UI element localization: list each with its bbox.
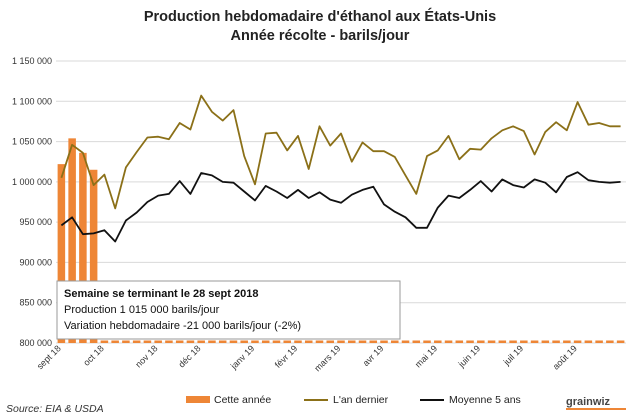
bar-this-year-empty	[520, 340, 528, 343]
bar-this-year-empty	[304, 340, 313, 343]
bar-this-year	[57, 164, 66, 343]
bar-this-year-empty	[337, 340, 345, 343]
bar-this-year-empty	[380, 340, 388, 343]
bar-this-year-empty	[509, 340, 517, 343]
legend-swatch-this-year	[186, 396, 210, 403]
bar-this-year-empty	[616, 340, 625, 343]
bar-this-year-empty	[111, 340, 119, 343]
bar-this-year-empty	[391, 340, 399, 343]
bar-this-year-empty	[434, 340, 442, 343]
bar-this-year-empty	[208, 340, 216, 343]
bar-this-year-empty	[143, 340, 152, 343]
x-tick-label: nov 18	[133, 343, 159, 369]
bar-this-year-empty	[498, 340, 507, 343]
bar-this-year	[89, 169, 98, 343]
y-axis-ticks: 800 000 850 000 900 000 950 000 1 000 000 1 0…	[12, 56, 52, 348]
bar-this-year-empty	[573, 340, 582, 343]
bars-this-year	[57, 138, 625, 343]
bar-this-year-empty	[595, 340, 603, 343]
y-tick-label: 1 050 000	[12, 137, 52, 147]
bar-this-year-empty	[294, 340, 302, 343]
x-tick-label: avr 19	[361, 343, 386, 368]
x-tick-label: déc 18	[176, 343, 202, 369]
x-tick-label: juil 19	[501, 343, 525, 367]
annotation-box: Semaine se terminant le 28 sept 2018 Pro…	[56, 280, 401, 340]
bar-this-year-empty	[552, 340, 560, 343]
x-tick-label: janv 19	[228, 343, 256, 371]
y-tick-label: 1 100 000	[12, 96, 52, 106]
bar-this-year	[79, 152, 87, 343]
bar-this-year-empty	[218, 340, 227, 343]
bar-this-year-empty	[251, 340, 259, 343]
bar-this-year-empty	[584, 340, 593, 343]
line-five-year-average	[60, 171, 621, 243]
bar-this-year-empty	[261, 340, 270, 343]
bar-this-year-empty	[283, 340, 291, 343]
bar-this-year-empty	[154, 340, 162, 343]
bar-this-year-empty	[229, 340, 238, 343]
y-tick-label: 850 000	[19, 298, 52, 308]
bar-this-year-empty	[423, 340, 431, 343]
bar-this-year-empty	[240, 340, 248, 343]
bar-this-year-empty	[487, 340, 496, 343]
bar-this-year-empty	[563, 340, 571, 343]
bar-this-year-empty	[369, 340, 378, 343]
bar-this-year-empty	[412, 340, 421, 343]
x-tick-label: mai 19	[413, 343, 439, 369]
y-tick-label: 1 150 000	[12, 56, 52, 66]
x-tick-label: août 19	[551, 343, 579, 371]
bar-this-year-empty	[100, 340, 109, 343]
y-tick-label: 900 000	[19, 257, 52, 267]
y-tick-label: 950 000	[19, 217, 52, 227]
bar-this-year-empty	[466, 340, 474, 343]
legend-label-avg: Moyenne 5 ans	[449, 394, 521, 406]
bar-this-year	[68, 138, 76, 343]
chart-subtitle: Année récolte - barils/jour	[231, 28, 410, 44]
y-tick-label: 800 000	[19, 338, 52, 348]
legend: Cette année L'an dernier Moyenne 5 ans	[186, 394, 521, 406]
bar-this-year-empty	[606, 340, 614, 343]
bar-this-year-empty	[541, 340, 550, 343]
bar-this-year-empty	[175, 340, 184, 343]
legend-label-this-year: Cette année	[214, 394, 271, 406]
grainwiz-logo: grainwiz	[566, 396, 626, 410]
bar-this-year-empty	[315, 340, 324, 343]
y-tick-label: 1 000 000	[12, 177, 52, 187]
chart-title: Production hebdomadaire d'éthanol aux Ét…	[144, 8, 496, 25]
x-tick-label: mars 19	[312, 343, 342, 373]
x-tick-label: févr 19	[273, 343, 300, 370]
bar-this-year-empty	[530, 340, 539, 343]
bar-this-year-empty	[358, 340, 367, 343]
bar-this-year-empty	[444, 340, 453, 343]
bar-this-year-empty	[122, 340, 130, 343]
bar-this-year-empty	[401, 340, 410, 343]
bar-this-year-empty	[347, 340, 356, 343]
annotation-title: Semaine se terminant le 28 sept 2018	[64, 288, 258, 300]
svg-text:grainwiz: grainwiz	[566, 396, 611, 408]
x-axis-ticks: sept 18 oct 18 nov 18 déc 18 janv 19 févr 19 m…	[35, 343, 579, 373]
bar-this-year-empty	[165, 340, 173, 343]
bar-this-year-empty	[455, 340, 464, 343]
annotation-production: Production 1 015 000 barils/jour	[64, 304, 220, 316]
x-tick-label: oct 18	[81, 343, 105, 367]
source-note: Source: EIA & USDA	[6, 403, 104, 415]
bar-this-year-empty	[326, 340, 335, 343]
bar-this-year-empty	[272, 340, 281, 343]
bar-this-year-empty	[186, 340, 195, 343]
bar-this-year-empty	[197, 340, 205, 343]
annotation-variation: Variation hebdomadaire -21 000 barils/jo…	[64, 320, 301, 332]
line-last-year	[60, 94, 621, 210]
bar-this-year-empty	[477, 340, 485, 343]
series-lines	[60, 94, 621, 243]
x-tick-label: juin 19	[456, 343, 483, 370]
bar-this-year-empty	[132, 340, 141, 343]
legend-label-last-year: L'an dernier	[333, 394, 389, 406]
